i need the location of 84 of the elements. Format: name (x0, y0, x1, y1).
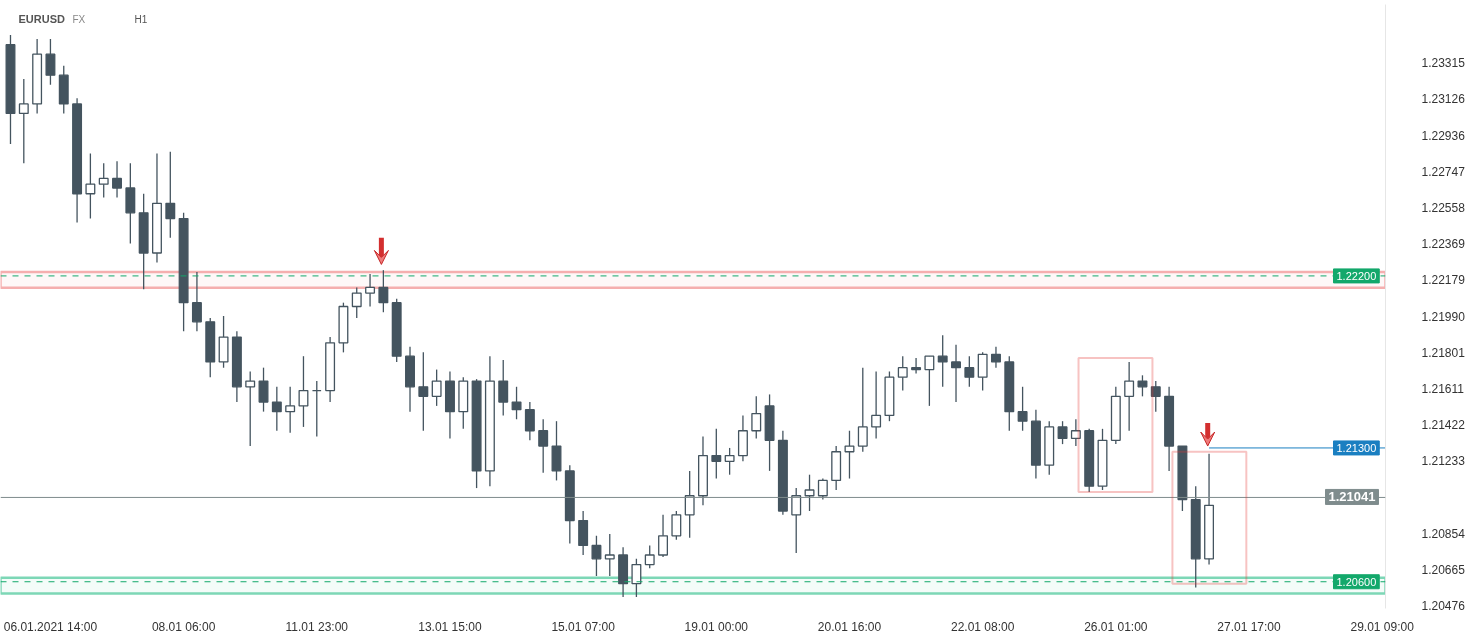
x-tick-label: 15.01 07:00 (551, 619, 616, 634)
y-tick-label: 1.23126 (1421, 92, 1466, 107)
candlestick (498, 359, 509, 417)
candlestick (98, 162, 109, 199)
candlestick (1070, 418, 1081, 447)
y-tick-label: 1.22558 (1421, 200, 1466, 215)
x-tick-label: 19.01 00:00 (684, 619, 749, 634)
y-tick-label: 1.21422 (1421, 418, 1466, 433)
x-tick-label: 13.01 15:00 (418, 619, 482, 634)
candlestick (112, 160, 122, 199)
candlestick (258, 367, 269, 413)
y-tick-label: 1.21233 (1421, 454, 1466, 469)
y-tick-label: 1.20665 (1421, 562, 1466, 577)
candlestick (431, 368, 442, 407)
annotation: FX (72, 13, 86, 25)
candlestick (45, 38, 56, 86)
y-tick-label: 1.22747 (1421, 164, 1466, 179)
candlestick (977, 351, 988, 392)
candlestick (1124, 361, 1135, 432)
candlestick (644, 544, 655, 570)
y-tick-label: 1.20476 (1421, 598, 1466, 613)
candlestick (591, 535, 602, 577)
candlestick (1137, 374, 1148, 397)
y-tick-label: 1.21611 (1421, 382, 1465, 396)
candlestick (671, 510, 682, 541)
candlestick (871, 370, 882, 440)
candlestick (897, 355, 908, 392)
y-tick-label: 1.23315 (1421, 56, 1466, 71)
candlestick (844, 430, 855, 480)
candlestick (817, 477, 828, 501)
candlestick (524, 401, 535, 441)
ref-line-label: 1.21300 (1336, 441, 1377, 454)
candlestick (1057, 420, 1068, 445)
candlestick (511, 386, 522, 420)
y-tick-label: 1.22369 (1421, 237, 1466, 252)
candlestick (791, 487, 802, 554)
y-tick-label: 1.20854 (1421, 526, 1466, 541)
y-tick-label: 1.22936 (1421, 128, 1466, 143)
candlestick (857, 367, 868, 453)
candlestick (658, 514, 669, 558)
text: EURUSD (18, 12, 66, 25)
ref-line-label: 1.21041 (1328, 489, 1376, 505)
x-tick-label: 27.01 17:00 (1217, 619, 1282, 634)
ref-line-label: 1.20600 (1336, 575, 1377, 588)
candlestick (937, 334, 948, 388)
candlestick (418, 351, 429, 432)
candlestick (378, 269, 389, 313)
candlestick (165, 151, 176, 239)
candlestick (245, 370, 256, 447)
candlestick (911, 357, 922, 375)
candlestick (724, 447, 735, 476)
candlestick (751, 395, 762, 440)
candlestick (85, 152, 96, 220)
x-tick-label: 11.01 23:00 (285, 619, 349, 634)
candlestick (684, 470, 695, 539)
x-tick-label: 08.01 06:00 (151, 619, 216, 634)
y-tick-label: 1.22179 (1421, 273, 1466, 288)
candlestick (951, 344, 961, 403)
candlestick (604, 533, 615, 577)
y-tick-label: 1.21801 (1421, 345, 1466, 360)
candlestick (538, 418, 549, 474)
candlestick (191, 271, 202, 332)
candlestick (271, 386, 282, 432)
candlestick (351, 286, 362, 319)
ref-line-label: 1.22200 (1336, 269, 1377, 282)
candlestick (964, 355, 975, 388)
annotation: H1 (134, 13, 148, 25)
y-tick-label: 1.21990 (1421, 309, 1466, 324)
candlestick (804, 474, 815, 512)
x-tick-label: 29.01 09:00 (1350, 619, 1415, 634)
candlestick (298, 355, 309, 428)
candlestick (18, 78, 29, 164)
candlestick (365, 273, 376, 308)
x-tick-label: 22.01 08:00 (950, 619, 1015, 634)
candlestick (285, 386, 296, 434)
candlestick (1017, 386, 1028, 432)
candlestick (631, 558, 642, 598)
candlestick (924, 355, 935, 407)
x-tick-label: 26.01 01:00 (1084, 619, 1148, 634)
candlestick (990, 345, 1001, 369)
x-tick-label: 20.01 16:00 (817, 619, 882, 634)
candlestick (711, 428, 722, 480)
candlestick (1150, 380, 1161, 413)
x-tick-label: 06.01.2021 14:00 (3, 619, 98, 634)
